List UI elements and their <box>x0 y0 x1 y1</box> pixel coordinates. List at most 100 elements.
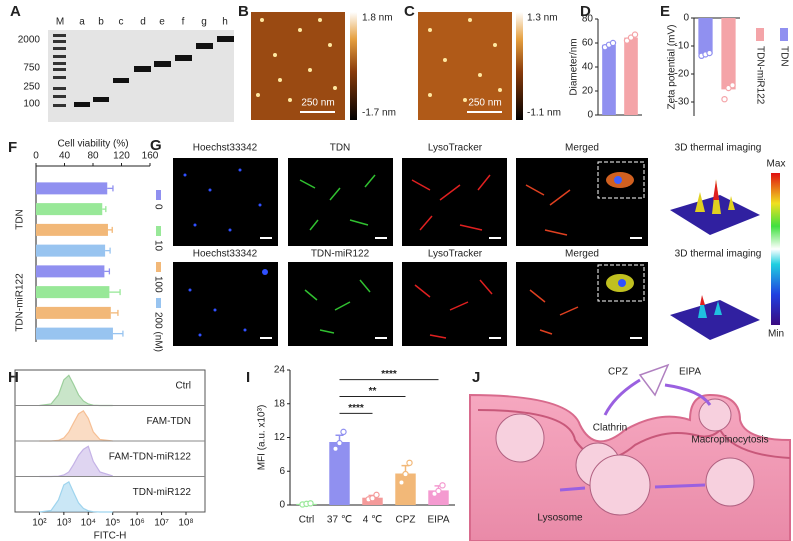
bar <box>36 306 111 319</box>
data-point <box>398 479 405 486</box>
data-point <box>369 495 376 502</box>
legend-label: TDN <box>778 46 789 67</box>
panel-letter: D <box>580 3 591 20</box>
image-label: 3D thermal imaging <box>675 249 762 260</box>
data-point <box>706 49 713 57</box>
bar <box>624 37 638 115</box>
x-tick-label: 0 <box>33 151 39 162</box>
scheme-label: CPZ <box>608 367 628 378</box>
series-label: Ctrl <box>175 381 191 392</box>
bar <box>395 473 416 505</box>
thermal-images <box>670 173 780 340</box>
bar <box>698 18 713 55</box>
legend-label: 100 <box>152 276 163 293</box>
lane-label: a <box>79 17 85 28</box>
data-point <box>340 428 347 436</box>
scheme-label: Macropinocytosis <box>691 435 768 446</box>
x-tick-label: 4 ℃ <box>363 515 383 526</box>
bar <box>36 182 108 195</box>
legend-label: 200 (nM) <box>152 312 163 352</box>
y-tick-label: 80 <box>582 14 594 25</box>
data-point <box>609 39 617 47</box>
x-tick-label: CPZ <box>396 515 416 526</box>
x-tick-label: 10⁷ <box>154 518 169 529</box>
bar <box>36 286 110 299</box>
colorbar-min: -1.7 nm <box>362 108 396 119</box>
data-point <box>332 445 339 452</box>
ladder-label: 100 <box>23 99 40 110</box>
group-label: TDN <box>15 209 26 230</box>
y-tick-label: 6 <box>279 466 285 477</box>
x-tick-label: 10⁶ <box>130 518 145 529</box>
scheme-label: Clathrin <box>593 423 627 434</box>
lane-label: h <box>222 17 228 28</box>
panel-letter: J <box>472 369 480 386</box>
x-tick-label: EIPA <box>427 515 449 526</box>
data-point <box>336 439 343 447</box>
data-point <box>406 459 413 467</box>
bar <box>36 327 113 340</box>
image-label: Hoechst33342 <box>193 143 258 154</box>
colorbar-max: 1.8 nm <box>362 13 393 24</box>
y-tick-label: 12 <box>274 432 286 443</box>
legend-label: 10 <box>152 240 163 252</box>
lane-label: c <box>119 17 124 28</box>
lane-label: M <box>56 17 64 28</box>
legend-label: 0 <box>152 204 163 210</box>
legend-swatch <box>156 298 161 308</box>
data-point <box>729 81 736 89</box>
significance-label: **** <box>381 369 397 380</box>
histogram-line <box>39 410 113 442</box>
histogram-fill <box>39 481 113 512</box>
colorbar-min: -1.1 nm <box>527 108 561 119</box>
panel-letter: C <box>404 3 415 20</box>
legend-label: TDN-miR122 <box>754 46 765 105</box>
panel-letter: A <box>10 3 21 20</box>
y-tick-label: 0 <box>279 500 285 511</box>
legend-swatch <box>156 190 161 200</box>
legend-swatch <box>756 28 764 41</box>
bar <box>36 223 108 236</box>
bar <box>721 18 736 90</box>
image-label: Hoechst33342 <box>193 249 258 260</box>
y-tick-label: 18 <box>274 398 286 409</box>
x-tick-label: 10⁸ <box>178 518 193 529</box>
x-tick-label: 37 ℃ <box>327 515 352 526</box>
x-tick-label: Ctrl <box>299 515 315 526</box>
panel-letter: E <box>660 3 670 20</box>
lane-label: g <box>201 17 207 28</box>
x-tick-label: 40 <box>59 151 71 162</box>
data-point <box>439 482 446 489</box>
ladder-label: 750 <box>23 63 40 74</box>
y-tick-label: 24 <box>274 365 286 376</box>
panel-letter: G <box>150 137 162 154</box>
x-tick-label: 160 <box>142 151 159 162</box>
y-tick-label: -30 <box>675 97 690 108</box>
x-tick-label: 80 <box>87 151 99 162</box>
significance-label: ** <box>369 386 377 397</box>
data-point <box>721 95 728 103</box>
y-tick-label: 20 <box>582 86 594 97</box>
colorbar-min: Min <box>768 329 784 340</box>
panel-letter: I <box>246 369 250 386</box>
image-label: 3D thermal imaging <box>675 143 762 154</box>
data-point <box>435 487 442 495</box>
microscopy-images <box>173 158 648 346</box>
series-label: FAM-TDN <box>147 416 191 427</box>
panel-letter: F <box>8 139 17 156</box>
y-axis-label: Diameter/nm <box>569 38 580 95</box>
series-label: TDN-miR122 <box>133 487 192 498</box>
data-point <box>373 491 380 499</box>
x-tick-label: 10⁵ <box>105 518 120 529</box>
chart-title: Cell viability (%) <box>57 139 128 150</box>
image-label: Merged <box>565 249 599 260</box>
histogram-line <box>39 480 113 513</box>
y-tick-label: -10 <box>675 41 690 52</box>
lane-label: d <box>140 17 146 28</box>
x-tick-label: 10⁴ <box>81 518 96 529</box>
bar <box>36 244 106 257</box>
data-point <box>307 500 314 507</box>
x-tick-label: 10² <box>32 518 47 529</box>
